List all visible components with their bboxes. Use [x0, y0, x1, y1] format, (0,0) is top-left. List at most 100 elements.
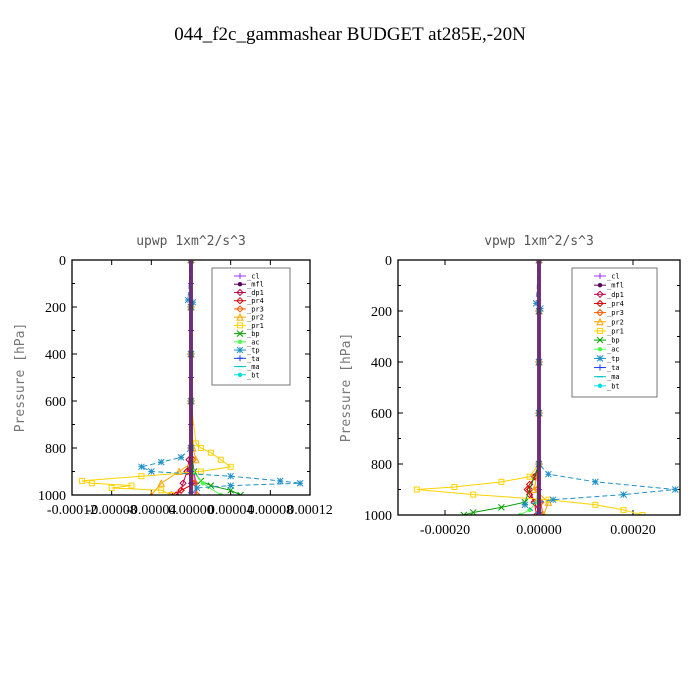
panels: upwp 1xm^2/s^3 Pressure [hPa] 0 200 400 600 80…: [13, 234, 681, 538]
x-tick-label: 0.00004: [208, 503, 254, 518]
data-point-tp: [138, 463, 145, 471]
data-point-pr1: [158, 487, 165, 494]
y-tick-label: 0: [59, 254, 66, 269]
x-tick-label: -0.00020: [420, 523, 470, 538]
data-point-pr2: [530, 485, 539, 493]
legend-item-bp: _bp: [594, 337, 620, 345]
legend-marker: [597, 383, 603, 389]
legend-item-ma: _ma: [234, 363, 260, 371]
chart-panel-1: upwp 1xm^2/s^3 Pressure [hPa] 0 200 400 600 80…: [13, 234, 333, 518]
legend-box: [211, 267, 291, 386]
data-point-pr1: [168, 492, 175, 495]
data-point-pr1: [197, 445, 204, 451]
data-point-tp: [147, 468, 155, 475]
legend-item-bp: _bp: [234, 330, 260, 338]
data-point-pr2: [175, 467, 183, 475]
y-tick-label: 600: [371, 407, 392, 422]
legend-label: _ac: [247, 338, 260, 346]
legend-marker: [236, 305, 244, 313]
data-point-pr1: [639, 512, 646, 515]
legend-marker: [596, 299, 604, 308]
data-point-pr1: [227, 463, 234, 470]
legend-label: _cl: [247, 273, 260, 281]
legend-marker: [236, 296, 244, 305]
legend-item-mfl: _mfl: [234, 281, 264, 289]
legend-label: _pr2: [247, 314, 264, 322]
legend-item-cl: _cl: [234, 273, 260, 281]
legend-marker: [597, 364, 603, 371]
legend-item-pr4: _pr4: [594, 299, 624, 308]
data-point-tp: [157, 458, 165, 466]
legend: _cl_mfl_dp1_pr4_pr3_pr2_pr1_bp_ac_tp_ta_…: [571, 267, 658, 398]
legend-label: _dp1: [247, 289, 264, 297]
legend-marker: [597, 273, 603, 279]
legend-label: _ta: [607, 364, 620, 372]
y-tick-label: 200: [45, 301, 66, 316]
y-tick-label: 800: [371, 458, 392, 473]
legend-item-pr2: _pr2: [234, 313, 264, 322]
x-tick-label: 0.00008: [248, 503, 294, 518]
data-point-tp: [296, 479, 304, 487]
legend-label: _bp: [607, 337, 620, 345]
data-point-bp: [460, 511, 468, 515]
data-point-dp1: [179, 479, 187, 487]
legend-marker: [597, 327, 603, 334]
legend-label: _ma: [607, 373, 620, 381]
data-point-tp: [276, 477, 284, 485]
data-point-pr1: [78, 477, 85, 484]
chart-title: upwp 1xm^2/s^3: [136, 234, 246, 249]
x-tick-label: -0.00012: [47, 503, 97, 518]
legend-label: _cl: [607, 273, 620, 281]
legend-label: _ta: [247, 355, 260, 363]
legend-item-dp1: _dp1: [234, 288, 264, 297]
data-point-tp: [227, 482, 235, 489]
data-point-pr2: [157, 479, 166, 487]
legend-marker: [236, 330, 244, 337]
x-tick-label: -0.00008: [87, 503, 137, 518]
legend-marker: [596, 355, 604, 362]
chart-panel-2: vpwp 1xm^2/s^3 Pressure [hPa] 0 200 400 600 80…: [339, 234, 681, 538]
y-tick-label: 1000: [38, 489, 66, 504]
legend-marker: [596, 308, 604, 317]
zero-profile-band: [537, 260, 541, 515]
data-point-bp: [237, 491, 244, 495]
x-tick-label: 0.00000: [168, 503, 214, 518]
legend-label: _ac: [607, 346, 620, 354]
y-axis-label: Pressure [hPa]: [339, 333, 354, 443]
legend-marker: [596, 290, 604, 299]
legend-marker: [237, 282, 243, 287]
legend-label: _pr4: [247, 297, 264, 305]
legend-marker: [237, 355, 243, 362]
data-point-pr1: [108, 484, 115, 491]
data-point-pr1: [88, 480, 95, 487]
legend-label: _tp: [607, 355, 620, 363]
data-point-tp: [545, 470, 552, 478]
legend-item-cl: _cl: [594, 273, 620, 281]
data-point-pr1: [207, 449, 214, 456]
legend-item-mfl: _mfl: [594, 282, 624, 290]
data-point-tp: [177, 454, 185, 461]
data-point-pr1: [217, 456, 224, 463]
y-tick-label: 600: [45, 395, 66, 410]
data-point-ac: [200, 481, 206, 486]
data-point-tp: [620, 491, 627, 498]
x-tick-label: 0.00012: [287, 503, 333, 518]
y-tick-label: 1000: [364, 509, 392, 524]
legend-label: _mfl: [247, 281, 264, 289]
legend-marker: [237, 273, 243, 279]
data-point-tp: [184, 296, 192, 304]
data-point-pr1: [413, 486, 420, 493]
legend-label: _bt: [247, 371, 260, 379]
y-tick-label: 400: [371, 356, 392, 371]
series-line-pr1: [81, 260, 232, 495]
legend-item-ma: _ma: [594, 373, 620, 381]
y-tick-label: 800: [45, 442, 66, 457]
data-point-pr4: [177, 486, 185, 495]
data-point-pr4: [523, 485, 531, 494]
legend-item-pr4: _pr4: [234, 296, 264, 305]
legend-marker: [596, 317, 604, 326]
legend-item-tp: _tp: [594, 355, 620, 363]
data-point-tp: [193, 484, 201, 492]
legend-item-dp1: _dp1: [594, 290, 624, 299]
legend-marker: [597, 282, 603, 288]
